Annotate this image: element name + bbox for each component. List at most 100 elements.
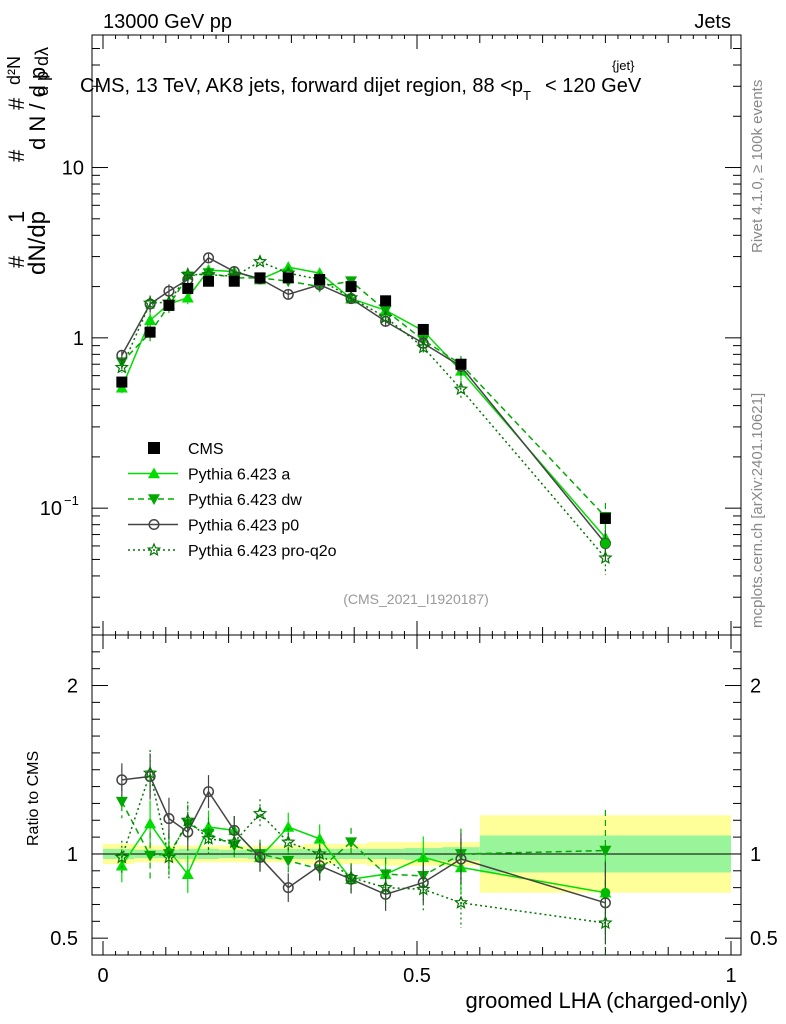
main-y-axis-label: # dN/dp 1 # d N / d p # d²N d p dλ — [4, 47, 52, 275]
title-sub: T — [523, 88, 531, 103]
mcplots-label: mcplots.cern.ch [arXiv:2401.10621] — [749, 393, 766, 628]
ratio-point — [455, 853, 467, 865]
series-line — [121, 256, 606, 544]
legend-label: Pythia 6.423 p0 — [188, 518, 299, 535]
series-point — [142, 295, 158, 310]
legend: CMS Pythia 6.423 a Pythia 6.423 dw Pythia 6… — [128, 441, 337, 560]
data-point — [203, 275, 215, 287]
data-point — [254, 272, 266, 284]
svg-text:CMS, 13 TeV, AK8 jets, forward: CMS, 13 TeV, AK8 jets, forward dijet reg… — [80, 75, 642, 103]
ratio-point — [345, 837, 358, 849]
data-point — [455, 358, 467, 370]
ratio-point — [252, 805, 268, 820]
data-point — [282, 272, 294, 284]
x-axis-label: groomed LHA (charged-only) — [466, 988, 748, 1013]
ratio-point — [114, 849, 129, 864]
ratio-point — [144, 850, 157, 862]
series-line — [121, 272, 606, 518]
ratio-point — [115, 859, 128, 871]
series-point — [114, 359, 129, 374]
svg-text:1: 1 — [4, 211, 29, 223]
ratio-y-tick-label: 2 — [67, 676, 78, 698]
rivet-label: Rivet 4.1.0, ≥ 100k events — [749, 80, 766, 253]
data-point — [345, 281, 357, 293]
ratio-point — [600, 887, 611, 898]
x-tick-label: 1 — [725, 965, 736, 987]
data-point — [144, 326, 156, 338]
ratio-point — [181, 868, 194, 879]
data-point — [417, 323, 429, 335]
ratio-point — [254, 851, 266, 863]
data-point — [228, 275, 240, 287]
series-point — [282, 288, 294, 300]
ratio-y-tick-label: 1 — [67, 844, 78, 866]
legend-label: Pythia 6.423 pro-q2o — [188, 543, 337, 560]
svg-text:d²N: d²N — [4, 56, 24, 85]
series-point — [416, 339, 431, 354]
legend-marker — [148, 467, 160, 479]
ratio-point — [313, 832, 326, 844]
y-tick-label-exponent: −1 — [64, 493, 79, 508]
ratio-point — [142, 765, 158, 780]
ratio-point — [379, 869, 392, 881]
series-point — [202, 268, 215, 280]
ratio-point — [312, 846, 327, 861]
ratio-y-tick-label: 1 — [750, 844, 761, 866]
y-tick-label: 1 — [73, 328, 84, 350]
ratio-y-tick-label: 0.5 — [750, 928, 778, 950]
ratio-point — [116, 774, 128, 786]
ratio-point — [163, 813, 175, 825]
series-point — [144, 298, 156, 310]
ratio-point — [282, 821, 295, 832]
ratio-point — [226, 834, 242, 849]
data-point — [380, 295, 392, 307]
ratio-point — [282, 882, 294, 894]
series-point — [144, 314, 157, 325]
svg-text:d N / d p: d N / d p — [25, 67, 50, 150]
ratio-point — [599, 845, 612, 857]
ratio-point — [115, 796, 128, 808]
svg-text:d p dλ: d p dλ — [32, 47, 52, 96]
y-tick-label: 10 — [40, 498, 62, 520]
series-point — [453, 381, 469, 396]
data-point — [116, 376, 128, 388]
x-tick-label: 0 — [97, 965, 108, 987]
series-point — [252, 254, 268, 268]
ratio-point — [144, 817, 157, 829]
ratio-y-axis-label: Ratio to CMS — [25, 751, 42, 846]
legend-label: CMS — [188, 441, 224, 458]
ratio-point — [202, 786, 215, 798]
ratio-plot-frame — [91, 634, 742, 956]
series-point — [598, 550, 613, 565]
ratio-point — [598, 915, 613, 930]
x-tick-label: 0.5 — [403, 965, 431, 987]
y-tick-label: 10 — [62, 158, 84, 180]
svg-text:dN/dp: dN/dp — [24, 211, 51, 275]
ratio-point — [282, 855, 295, 867]
series-point — [181, 291, 194, 303]
series-point — [202, 252, 215, 264]
ratio-series — [114, 750, 613, 955]
ratio-y-tick-label: 0.5 — [50, 928, 78, 950]
plot-title: CMS, 13 TeV, AK8 jets, forward dijet reg… — [80, 58, 642, 103]
ratio-point — [161, 849, 177, 864]
legend-marker — [148, 518, 160, 531]
data-point — [599, 512, 611, 524]
series-point — [180, 267, 196, 281]
ratio-point — [343, 869, 359, 884]
ratio-point — [380, 888, 392, 900]
svg-text:#: # — [4, 97, 29, 110]
ratio-y-tick-label: 2 — [750, 676, 761, 698]
series-point — [378, 309, 393, 324]
title-main: CMS, 13 TeV, AK8 jets, forward dijet reg… — [80, 75, 523, 97]
ratio-point — [416, 881, 431, 896]
ratio-point — [417, 877, 429, 889]
energy-label: 13000 GeV pp — [103, 11, 232, 33]
title-sup: {jet} — [612, 58, 635, 73]
title-tail: < 120 GeV — [545, 75, 642, 97]
data-point — [314, 274, 326, 286]
svg-text:#: # — [4, 255, 29, 268]
ratio-point — [378, 880, 393, 894]
legend-label: Pythia 6.423 a — [188, 467, 290, 484]
